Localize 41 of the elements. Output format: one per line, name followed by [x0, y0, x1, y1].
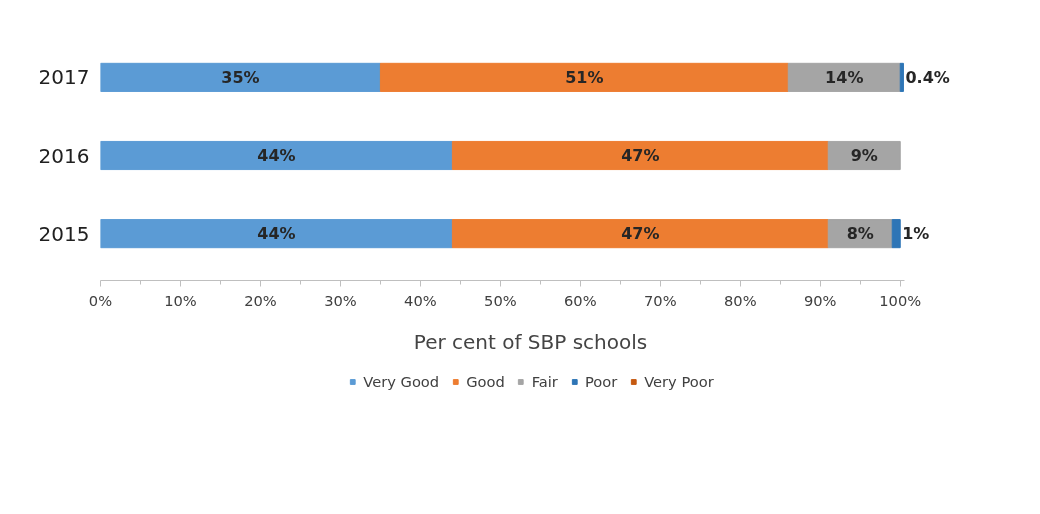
data-label: 44% [257, 224, 296, 244]
legend-label: Poor [584, 372, 618, 390]
data-label: 0.4% [905, 67, 950, 87]
data-label: 8% [846, 224, 874, 244]
bar [787, 62, 901, 92]
data-label: 44% [257, 146, 296, 165]
legend-label: Good [466, 372, 505, 390]
data-label: 51% [565, 67, 604, 87]
bar [100, 140, 453, 171]
data-label: 47% [621, 146, 660, 165]
data-label: 14% [825, 67, 864, 87]
x-tick-label: 70% [644, 291, 677, 309]
x-tick-label: 100% [879, 291, 922, 309]
bar [891, 219, 901, 249]
bar [100, 62, 381, 92]
x-tick-label: 30% [324, 291, 357, 309]
data-label: 1% [902, 224, 930, 244]
bar [100, 219, 453, 249]
legend-label: Fair [531, 372, 558, 390]
x-tick-label: 40% [404, 291, 437, 309]
x-tick-label: 50% [484, 291, 517, 309]
x-tick-label: 0% [88, 291, 113, 309]
x-tick-label: 90% [803, 291, 837, 309]
y-tick-label: 2016 [38, 143, 90, 168]
data-label: 47% [621, 224, 660, 244]
y-tick-label: 2017 [38, 65, 90, 90]
x-tick-label: 10% [164, 291, 197, 309]
bar [451, 140, 829, 171]
bar [379, 62, 789, 92]
x-tick-label: 80% [724, 291, 757, 309]
y-tick-label: 2015 [38, 221, 90, 246]
legend-label: Very Good [363, 372, 440, 390]
x-tick-label: 20% [244, 291, 277, 309]
bar [899, 62, 904, 92]
data-label: 9% [850, 146, 878, 165]
bar [451, 219, 829, 249]
x-tick-label: 60% [564, 291, 597, 309]
data-label: 35% [221, 67, 260, 87]
bar [827, 140, 901, 171]
legend-label: Very Poor [644, 372, 714, 390]
x-axis-title: Per cent of SBP schools [413, 329, 648, 354]
